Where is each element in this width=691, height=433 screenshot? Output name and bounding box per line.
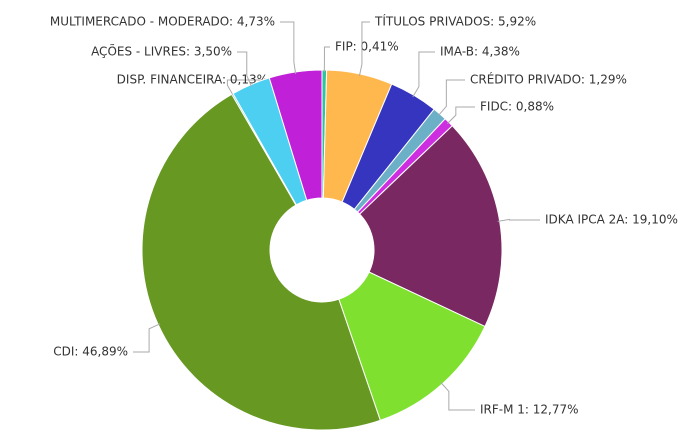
leader-line xyxy=(358,21,370,77)
slice xyxy=(338,271,486,421)
leader-line xyxy=(226,79,273,96)
slice xyxy=(141,93,381,431)
data-label: CRÉDITO PRIVADO: 1,29% xyxy=(470,72,627,87)
data-label: CDI: 46,89% xyxy=(53,345,128,359)
data-label: FIP: 0,41% xyxy=(335,40,399,54)
leader-line xyxy=(412,51,435,98)
data-label: TÍTULOS PRIVADOS: 5,92% xyxy=(374,14,536,29)
leader-line xyxy=(323,46,330,73)
leader-line xyxy=(440,382,475,411)
data-label: IDKA IPCA 2A: 19,10% xyxy=(545,213,678,227)
slice xyxy=(358,125,503,328)
data-label: DISP. FINANCEIRA: 0,13% xyxy=(117,73,268,87)
data-label: FIDC: 0,88% xyxy=(480,100,554,114)
data-label: IRF-M 1: 12,77% xyxy=(480,403,579,417)
leader-line xyxy=(133,323,161,353)
leader-line xyxy=(447,106,475,125)
leader-line xyxy=(438,79,465,116)
leader-line xyxy=(237,51,252,87)
leader-line xyxy=(280,21,297,75)
data-label: AÇÕES - LIVRES: 3,50% xyxy=(91,44,232,59)
data-label: IMA-B: 4,38% xyxy=(440,45,520,59)
data-label: MULTIMERCADO - MODERADO: 4,73% xyxy=(50,15,275,29)
leader-line xyxy=(497,218,540,222)
slice xyxy=(268,69,323,201)
